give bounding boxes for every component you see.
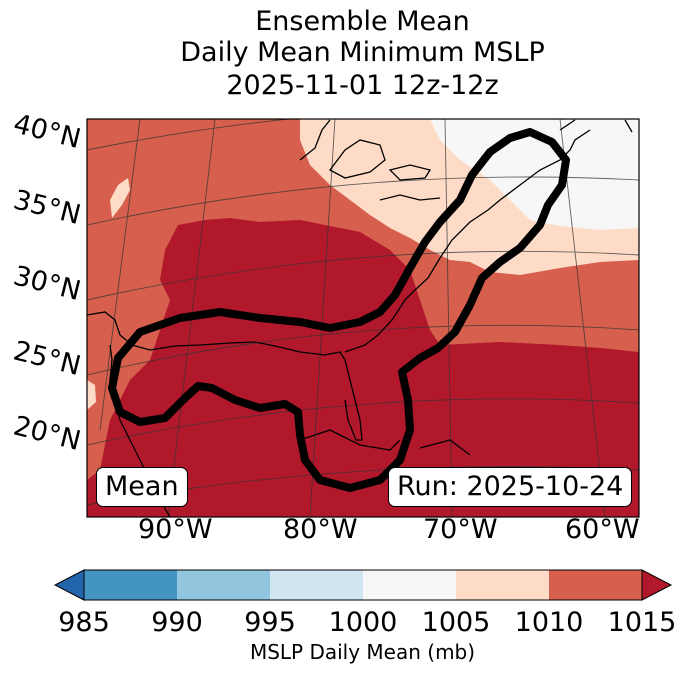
- mean-badge: Mean: [96, 467, 188, 507]
- colorbar-tick: 1015: [607, 607, 677, 638]
- map-area: [87, 119, 639, 517]
- colorbar-bin: [549, 570, 642, 600]
- colorbar-bin: [456, 570, 549, 600]
- colorbar: [53, 569, 673, 601]
- pressure-field-above-1015: [87, 218, 639, 517]
- colorbar-tick: 1000: [328, 607, 398, 638]
- lon-label-60w: 60°W: [565, 514, 640, 545]
- colorbar-bin: [363, 570, 456, 600]
- coastlines: [87, 119, 633, 517]
- colorbar-extend-high: [641, 569, 673, 601]
- colorbar-bin: [84, 570, 177, 600]
- run-date-badge: Run: 2025-10-24: [388, 467, 633, 507]
- colorbar-tick: 1005: [421, 607, 491, 638]
- lon-label-90w: 90°W: [138, 514, 213, 545]
- title-line-2: Daily Mean Minimum MSLP: [180, 37, 545, 68]
- title-line-1: Ensemble Mean: [255, 6, 470, 37]
- colorbar-tick: 990: [151, 607, 203, 638]
- colorbar-bin: [270, 570, 363, 600]
- title-line-3: 2025-11-01 12z-12z: [226, 70, 499, 101]
- patch-2: [87, 380, 96, 410]
- colorbar-bin: [177, 570, 270, 600]
- colorbar-frame: [83, 569, 643, 601]
- map-frame: [86, 118, 640, 518]
- lon-label-70w: 70°W: [423, 514, 498, 545]
- colorbar-tick: 995: [244, 607, 296, 638]
- colorbar-tick: 1010: [514, 607, 584, 638]
- lon-label-80w: 80°W: [283, 514, 358, 545]
- colorbar-label: MSLP Daily Mean (mb): [249, 640, 476, 664]
- colorbar-tick: 985: [58, 607, 110, 638]
- colorbar-extend-low: [53, 569, 85, 601]
- patch-1: [110, 178, 130, 218]
- track-envelope-contour: [108, 128, 570, 492]
